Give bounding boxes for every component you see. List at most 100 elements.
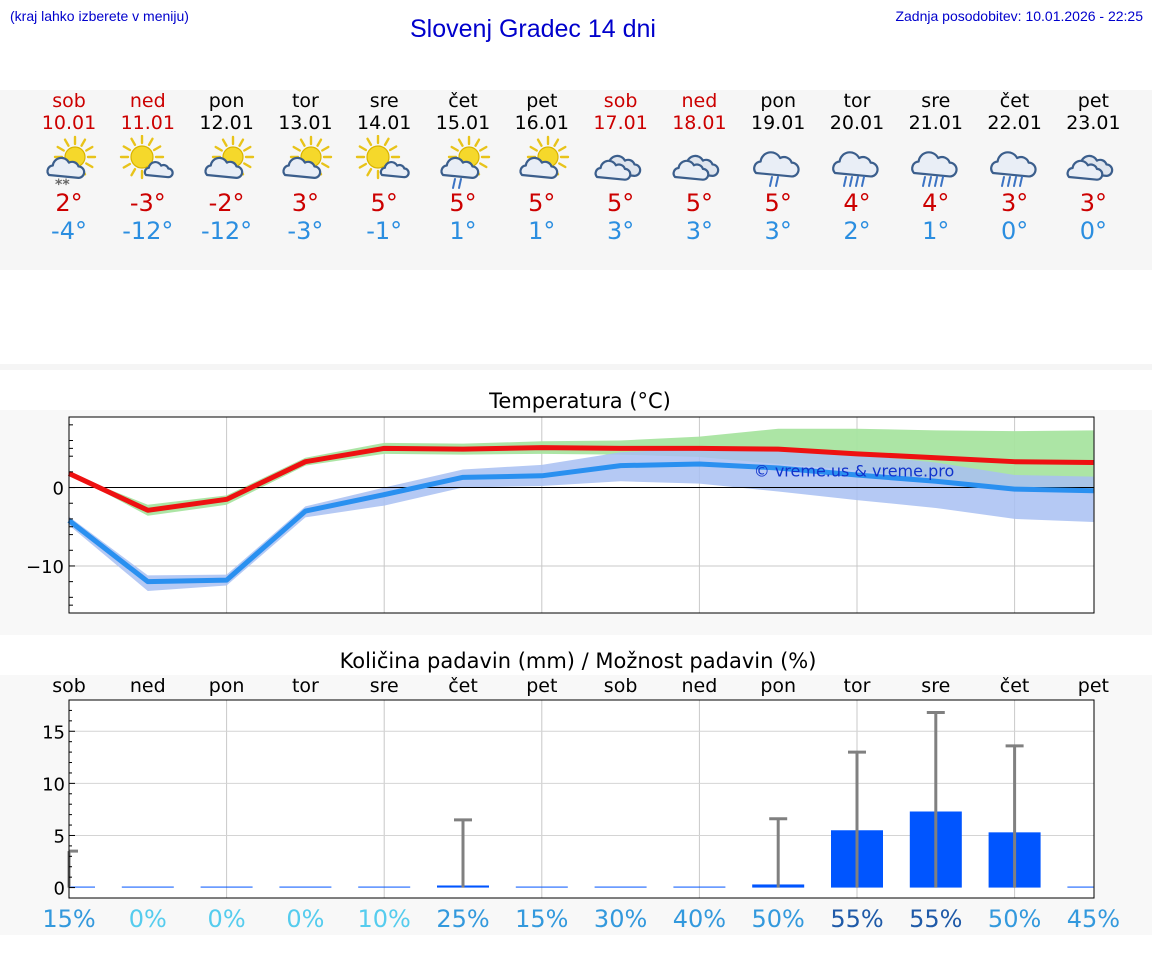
day-column: pon 19.01 5° 3° bbox=[739, 90, 817, 245]
sun-cloud-icon bbox=[519, 135, 569, 179]
sun-small-cloud-icon bbox=[119, 135, 174, 180]
day-date: 20.01 bbox=[829, 112, 885, 134]
cloud-rain-icon bbox=[989, 151, 1037, 187]
y-tick-label: 5 bbox=[54, 826, 65, 847]
day-date: 14.01 bbox=[356, 112, 412, 134]
sun-cloud-snow-icon: ** bbox=[46, 135, 97, 191]
max-temperature: -2° bbox=[208, 189, 245, 217]
precip-bar bbox=[121, 886, 174, 888]
min-temperature: -12° bbox=[200, 217, 253, 245]
precip-bar bbox=[358, 886, 411, 888]
max-temperature: 5° bbox=[764, 189, 792, 217]
min-temperature: 2° bbox=[843, 217, 871, 245]
precip-bar bbox=[279, 886, 332, 888]
cloudy-icon bbox=[672, 154, 720, 181]
day-name: tor bbox=[291, 90, 319, 112]
section-divider bbox=[0, 364, 1152, 370]
day-date: 17.01 bbox=[593, 112, 648, 134]
cloud-rain-icon bbox=[910, 151, 958, 187]
max-temperature: 3° bbox=[291, 189, 320, 217]
min-temp-band bbox=[69, 448, 1094, 592]
min-temperature: 1° bbox=[922, 217, 950, 245]
page-title: Slovenj Gradec 14 dni bbox=[410, 15, 656, 43]
forecast-strip bbox=[0, 90, 1152, 270]
day-name: pet bbox=[1077, 90, 1109, 112]
precip-probability: 15% bbox=[515, 905, 568, 933]
day-column: ned 18.01 5° 3° bbox=[660, 90, 738, 245]
day-column: tor 13.01 3° -3° bbox=[266, 90, 344, 245]
day-label: pon bbox=[209, 675, 245, 697]
precip-bar bbox=[673, 886, 726, 888]
day-date: 19.01 bbox=[750, 112, 806, 134]
max-temperature: 5° bbox=[370, 189, 398, 217]
sun-small-cloud-icon bbox=[355, 135, 410, 180]
day-name: sob bbox=[52, 90, 86, 112]
temperature-chart-title: Temperatura (°C) bbox=[488, 389, 671, 413]
max-temperature: 2° bbox=[55, 189, 83, 217]
day-name: ned bbox=[681, 90, 718, 112]
max-temperature: 5° bbox=[449, 189, 477, 217]
day-date: 16.01 bbox=[514, 112, 569, 134]
day-name: sre bbox=[921, 90, 951, 112]
sun-cloud-icon bbox=[282, 135, 333, 179]
precipitation-chart-title: Količina padavin (mm) / Možnost padavin … bbox=[340, 649, 817, 673]
min-temperature: 3° bbox=[685, 217, 714, 245]
max-temp-line bbox=[67, 445, 1094, 513]
y-tick-label: 10 bbox=[42, 774, 65, 795]
sun-cloud-icon bbox=[204, 135, 254, 179]
day-column: pet 23.01 3° 0° bbox=[1054, 90, 1132, 245]
day-label: sre bbox=[370, 675, 399, 697]
min-temperature: -12° bbox=[122, 217, 174, 245]
day-label: sob bbox=[52, 675, 86, 697]
max-temperature: 3° bbox=[1000, 189, 1029, 217]
min-temp-line bbox=[67, 461, 1094, 585]
y-tick-label: 15 bbox=[42, 722, 65, 743]
max-temperature: 5° bbox=[528, 189, 556, 217]
precip-probability: 45% bbox=[1067, 905, 1120, 933]
max-temperature: 5° bbox=[606, 189, 635, 217]
day-column: sre 14.01 5° -1° bbox=[345, 90, 423, 245]
cloud-rain-icon bbox=[832, 151, 879, 187]
day-name: čet bbox=[448, 90, 478, 112]
precip-probability: 50% bbox=[988, 905, 1041, 933]
precip-bar bbox=[515, 886, 568, 888]
precip-probability: 40% bbox=[673, 905, 726, 933]
day-name: pon bbox=[208, 90, 245, 112]
day-date: 15.01 bbox=[435, 112, 491, 134]
day-date: 10.01 bbox=[41, 112, 97, 134]
cloudy-icon bbox=[594, 154, 641, 181]
day-column: ned 11.01 -3° -12° bbox=[109, 90, 187, 245]
max-temperature: -3° bbox=[129, 189, 166, 217]
min-temperature: -4° bbox=[51, 217, 87, 245]
max-temperature: 4° bbox=[922, 189, 950, 217]
day-column: pet 16.01 5° 1° bbox=[503, 90, 581, 245]
precip-probability: 0% bbox=[286, 905, 324, 933]
max-temperature: 3° bbox=[1079, 189, 1108, 217]
temperature-plot-frame bbox=[68, 416, 1095, 614]
precip-probability: 55% bbox=[909, 905, 962, 933]
precip-bar bbox=[1067, 886, 1094, 888]
day-name: tor bbox=[843, 90, 871, 112]
day-date: 22.01 bbox=[987, 112, 1042, 134]
day-name: pon bbox=[760, 90, 797, 112]
y-tick-label: 0 bbox=[53, 479, 64, 500]
min-temperature: -3° bbox=[287, 217, 324, 245]
day-column: sre 21.01 4° 1° bbox=[897, 90, 975, 245]
day-label: ned bbox=[682, 675, 718, 697]
day-label: sob bbox=[604, 675, 638, 697]
precip-bar bbox=[69, 886, 95, 888]
day-column: tor 20.01 4° 2° bbox=[818, 90, 896, 245]
precip-probability: 50% bbox=[752, 905, 805, 933]
day-label: tor bbox=[844, 675, 871, 697]
max-temperature: 4° bbox=[843, 189, 871, 217]
svg-text:**: ** bbox=[55, 177, 70, 191]
min-temperature: 1° bbox=[528, 217, 556, 245]
last-update: Zadnja posodobitev: 10.01.2026 - 22:25 bbox=[895, 8, 1143, 24]
min-temperature: 0° bbox=[1000, 217, 1029, 245]
day-date: 18.01 bbox=[672, 112, 727, 134]
precip-probability: 10% bbox=[358, 905, 411, 933]
day-date: 23.01 bbox=[1066, 112, 1121, 134]
temperature-chart: Temperatura (°C) −10 0 © vreme.us & vreme.… bbox=[26, 389, 1095, 614]
precip-bar bbox=[200, 886, 253, 888]
cloud-light-rain-icon bbox=[753, 151, 800, 187]
